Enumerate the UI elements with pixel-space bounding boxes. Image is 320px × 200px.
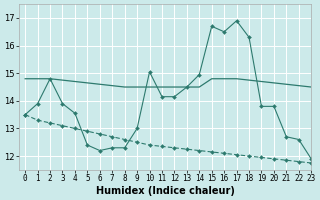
X-axis label: Humidex (Indice chaleur): Humidex (Indice chaleur) (96, 186, 235, 196)
